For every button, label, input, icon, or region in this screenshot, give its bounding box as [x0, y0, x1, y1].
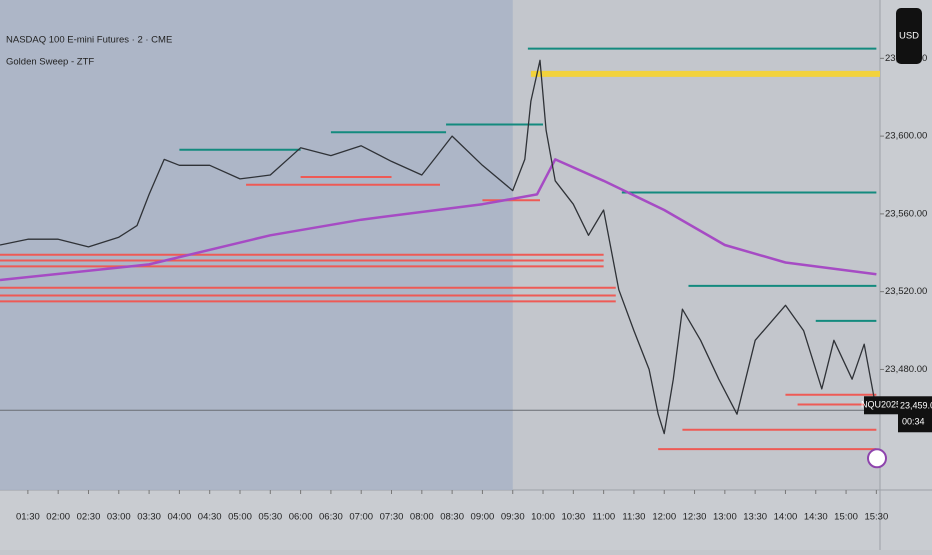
x-tick-label: 07:30: [380, 512, 404, 523]
y-tick-label: 23,600.00: [885, 131, 927, 142]
x-tick-label: 15:30: [864, 512, 888, 523]
x-tick-label: 13:00: [713, 512, 737, 523]
x-tick-label: 06:30: [319, 512, 343, 523]
last-price-label: 23,459.00: [900, 401, 932, 411]
currency-box: [896, 8, 922, 64]
x-tick-label: 13:30: [743, 512, 767, 523]
x-tick-label: 04:00: [168, 512, 192, 523]
x-tick-label: 12:30: [683, 512, 707, 523]
y-tick-label: 23,560.00: [885, 208, 927, 219]
price-line: [0, 59, 878, 435]
x-tick-label: 15:00: [834, 512, 858, 523]
x-tick-label: 14:30: [804, 512, 828, 523]
x-tick-label: 07:00: [349, 512, 373, 523]
x-tick-label: 02:30: [77, 512, 101, 523]
x-tick-label: 04:30: [198, 512, 222, 523]
x-tick-label: 05:30: [258, 512, 282, 523]
x-tick-label: 09:30: [501, 512, 525, 523]
symbol-box: [864, 396, 898, 415]
chart-title: NASDAQ 100 E-mini Futures · 2 · CME: [6, 35, 172, 46]
x-tick-label: 08:30: [440, 512, 464, 523]
alert-icon: [867, 448, 887, 469]
x-tick-label: 05:00: [228, 512, 252, 523]
x-tick-label: 09:00: [471, 512, 495, 523]
x-tick-label: 08:00: [410, 512, 434, 523]
x-tick-label: 11:00: [592, 512, 615, 523]
session-shade: [0, 0, 513, 490]
symbol: NQU2025: [861, 400, 901, 410]
countdown: 00:34: [902, 417, 925, 427]
x-tick-label: 11:30: [622, 512, 645, 523]
time-axis-panel: [0, 490, 880, 550]
x-tick-label: 14:00: [774, 512, 798, 523]
last-price-box: [898, 396, 932, 433]
x-tick-label: 06:00: [289, 512, 313, 523]
price-axis-panel: [880, 0, 932, 550]
y-tick-label: 23,480.00: [885, 364, 927, 375]
x-tick-label: 10:30: [561, 512, 585, 523]
currency: USD: [899, 31, 919, 42]
x-tick-label: 10:00: [531, 512, 555, 523]
y-tick-label: 23,520.00: [885, 286, 927, 297]
indicator-name: Golden Sweep - ZTF: [6, 57, 94, 68]
moving-average: [0, 158, 877, 282]
x-tick-label: 02:00: [46, 512, 70, 523]
x-tick-label: 03:30: [137, 512, 161, 523]
x-tick-label: 12:00: [652, 512, 676, 523]
x-tick-label: 01:30: [16, 512, 40, 523]
x-tick-label: 03:00: [107, 512, 131, 523]
